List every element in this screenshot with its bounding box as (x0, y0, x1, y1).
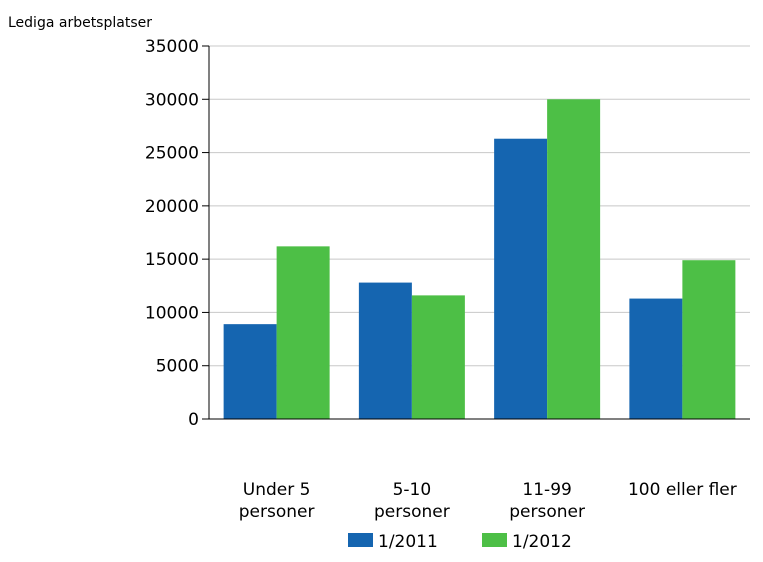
legend-label: 1/2011 (378, 532, 438, 552)
bar (411, 295, 465, 419)
x-category-label: 5-10 personer (374, 480, 450, 522)
y-tick-label: 35000 (145, 37, 199, 57)
y-axis-title: Lediga arbetsplatser (8, 15, 152, 31)
bar (358, 282, 412, 419)
y-tick-label: 5000 (156, 357, 199, 377)
y-tick-label: 15000 (145, 250, 199, 270)
bar (494, 138, 548, 419)
bars (223, 99, 736, 420)
bar (223, 324, 277, 419)
legend: 1/2011 1/2012 (348, 532, 572, 552)
x-category-label: Under 5 personer (239, 480, 315, 522)
bar (629, 298, 683, 419)
y-tick-label: 10000 (145, 303, 199, 323)
legend-swatch (348, 533, 373, 547)
y-tick-label: 0 (188, 410, 199, 430)
legend-swatch (482, 533, 507, 547)
y-tick-label: 30000 (145, 90, 199, 110)
x-category-labels: Under 5 personer 5-10 personer 11-99 personer… (239, 480, 737, 522)
legend-label: 1/2012 (512, 532, 572, 552)
y-tick-label: 25000 (145, 144, 199, 164)
axes (208, 46, 750, 420)
bar (682, 260, 736, 419)
y-tick-label: 20000 (145, 197, 199, 217)
x-category-label: 11-99 personer (509, 480, 585, 522)
y-tick-labels: 0 5000 10000 15000 20000 25000 30000 35000 (145, 37, 209, 430)
x-category-label: 100 eller fler (628, 480, 737, 500)
bar (547, 99, 601, 420)
bar (276, 246, 330, 419)
